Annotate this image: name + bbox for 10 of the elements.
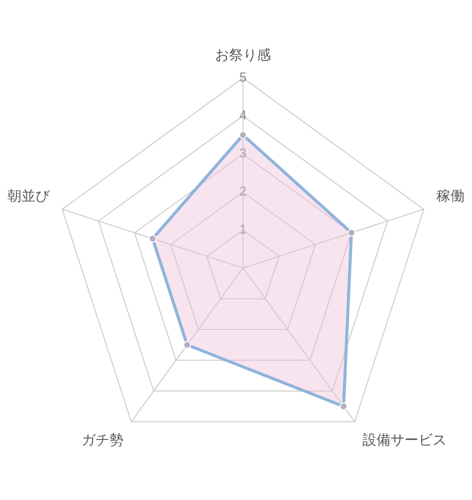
- y-tick-label: 5: [239, 70, 247, 85]
- y-tick-label: 4: [239, 108, 247, 123]
- spoke-label: お祭り感: [215, 48, 271, 64]
- y-tick-label: 3: [239, 146, 247, 161]
- spoke-label: 設備サービス: [362, 432, 447, 449]
- spoke-label: 稼働: [436, 188, 465, 204]
- spoke-label: 朝並び: [7, 188, 50, 204]
- y-tick-label: 2: [239, 184, 247, 199]
- y-tick-label: 1: [239, 222, 247, 237]
- spoke-label: ガチ勢: [81, 432, 124, 449]
